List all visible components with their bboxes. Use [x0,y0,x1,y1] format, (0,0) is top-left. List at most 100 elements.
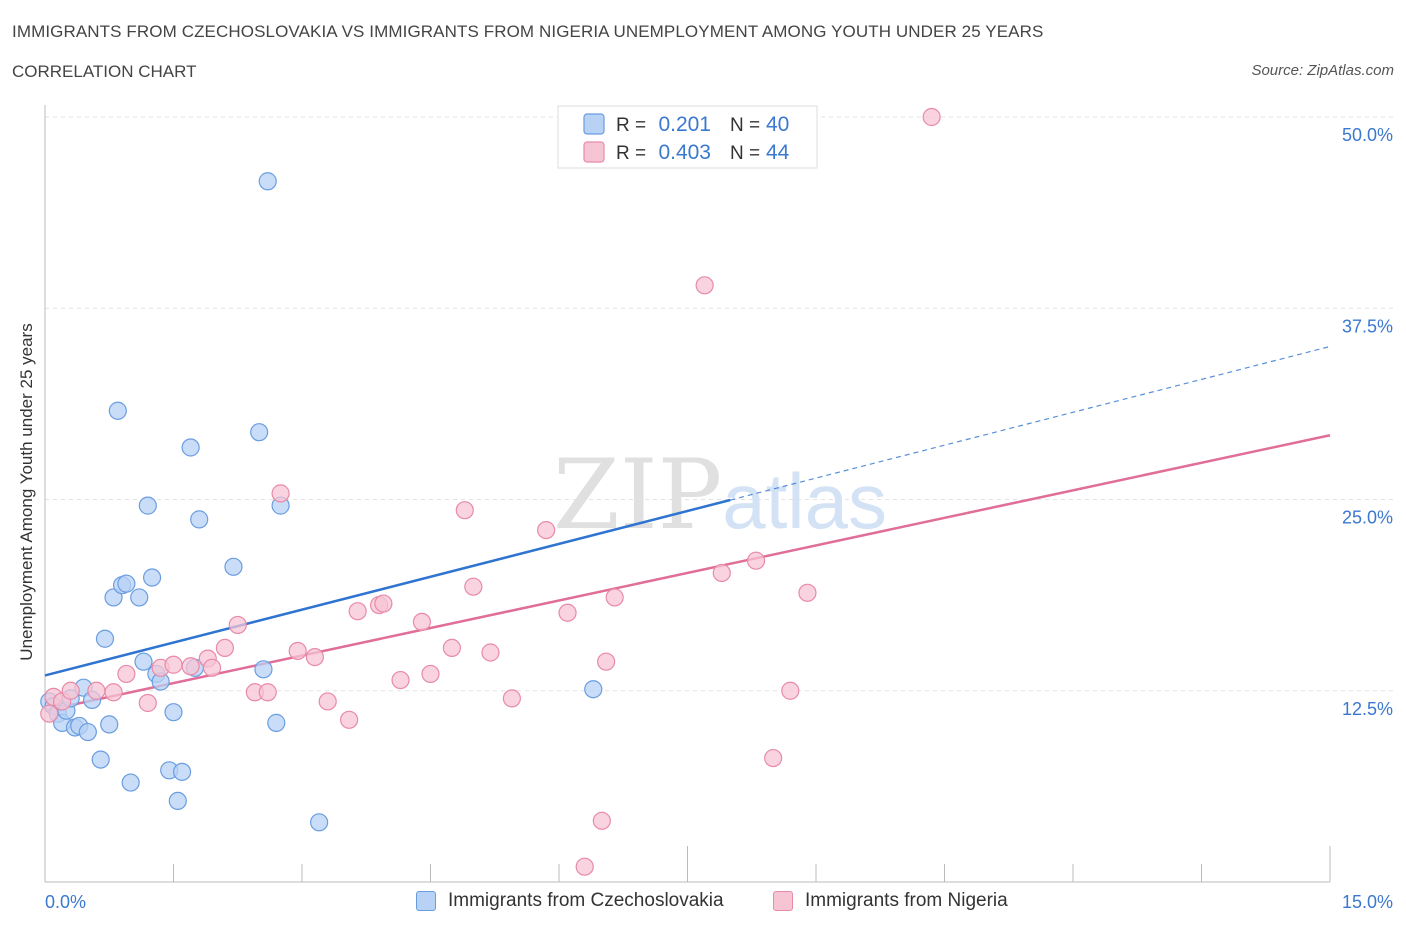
axes [44,105,1331,883]
point-nigeria-21 [340,710,359,729]
chart-subtitle: CORRELATION CHART [12,62,197,81]
watermark-atlas: atlas [722,457,887,545]
point-nigeria-30 [464,577,483,596]
point-nigeria-33 [537,520,556,540]
point-nigeria-27 [421,664,440,684]
y-tick-label-0: 12.5% [1342,699,1393,719]
point-nigeria-19 [305,647,324,667]
point-nigeria-14 [228,615,247,635]
point-nigeria-16 [258,683,277,702]
stats-legend: R = 0.201 N = 40 R = 0.403 N = 44 [557,105,818,169]
legend-item-czechoslovakia[interactable]: Immigrants from Czechoslovakia [416,890,724,912]
point-nigeria-31 [481,643,500,662]
point-nigeria-43 [781,681,800,700]
stats-swatch-czechoslovakia [583,113,605,135]
legend-swatch-czechoslovakia [416,891,436,911]
point-czechoslovakia-10 [78,722,97,742]
point-nigeria-37 [597,652,616,671]
point-czechoslovakia-20 [134,652,153,671]
point-czechoslovakia-13 [100,715,119,734]
point-czechoslovakia-32 [224,557,243,576]
stats-n-label-nigeria: N = [730,143,760,164]
point-czechoslovakia-31 [190,510,209,529]
point-nigeria-40 [712,563,731,583]
point-nigeria-29 [455,501,474,520]
point-nigeria-6 [117,664,136,684]
y-tick-label-3: 50.0% [1342,125,1393,145]
stats-r-label-nigeria: R = [616,143,646,164]
point-czechoslovakia-11 [91,750,110,769]
point-nigeria-20 [318,692,337,711]
point-nigeria-45 [922,107,941,127]
tick-labels: 12.5% 25.0% 37.5% 50.0% 0.0% 15.0% [45,125,1393,912]
point-czechoslovakia-38 [310,813,329,832]
point-nigeria-9 [164,655,183,674]
point-czechoslovakia-39 [584,680,603,699]
point-nigeria-35 [592,811,611,830]
point-nigeria-7 [138,693,157,713]
source-credit: Source: ZipAtlas.com [1251,62,1394,79]
point-nigeria-22 [348,602,367,621]
stats-n-value-nigeria: 44 [766,141,790,164]
point-nigeria-38 [605,588,624,607]
trend-line-czechoslovakia [44,498,731,677]
point-nigeria-26 [412,612,432,632]
bottom-legend: Immigrants from Czechoslovakia Immigrant… [0,890,1406,916]
point-nigeria-42 [764,748,783,768]
point-nigeria-39 [695,276,714,295]
point-nigeria-32 [502,689,521,708]
point-nigeria-5 [104,683,123,702]
point-nigeria-10 [181,657,200,676]
point-czechoslovakia-30 [181,438,200,457]
point-nigeria-25 [391,670,410,690]
point-czechoslovakia-33 [250,423,269,442]
point-czechoslovakia-27 [168,791,187,811]
stats-r-value-nigeria: 0.403 [658,141,711,164]
point-nigeria-0 [40,704,59,723]
grid-lines [45,116,1395,692]
trend-line-czechoslovakia-extension [730,345,1331,501]
point-nigeria-17 [271,484,290,503]
point-czechoslovakia-22 [142,568,162,587]
chart-title: IMMIGRANTS FROM CZECHOSLOVAKIA VS IMMIGR… [12,22,1044,41]
legend-label-czechoslovakia: Immigrants from Czechoslovakia [448,890,724,911]
y-tick-label-1: 25.0% [1342,508,1393,528]
point-czechoslovakia-12 [95,629,115,648]
legend-swatch-nigeria [773,891,793,911]
y-tick-label-2: 37.5% [1342,316,1393,336]
point-czechoslovakia-36 [267,713,286,732]
stats-swatch-nigeria [583,141,605,163]
point-nigeria-36 [575,857,594,876]
point-nigeria-4 [87,681,106,700]
point-nigeria-3 [61,681,80,700]
point-nigeria-18 [288,641,307,661]
legend-label-nigeria: Immigrants from Nigeria [805,890,1008,911]
watermark-zip: ZIP [553,439,722,551]
x-tick-label-0: 0.0% [45,892,86,912]
x-tick-label-1: 15.0% [1342,892,1393,912]
point-czechoslovakia-15 [108,401,127,420]
point-nigeria-41 [746,551,766,570]
stats-r-value-czechoslovakia: 0.201 [658,113,711,136]
legend-item-nigeria[interactable]: Immigrants from Nigeria [773,890,1008,912]
point-czechoslovakia-34 [254,660,273,679]
point-nigeria-24 [374,594,393,613]
stats-n-value-czechoslovakia: 40 [766,113,789,136]
point-nigeria-12 [202,658,222,677]
point-czechoslovakia-35 [258,172,277,191]
point-czechoslovakia-21 [138,496,157,515]
point-czechoslovakia-17 [117,574,136,593]
point-nigeria-34 [558,603,577,622]
data-points [40,107,941,876]
point-nigeria-13 [215,638,234,658]
point-czechoslovakia-18 [121,773,140,792]
point-czechoslovakia-19 [130,588,149,607]
point-nigeria-28 [442,638,462,658]
stats-n-label-czechoslovakia: N = [730,115,760,136]
stats-r-label-czechoslovakia: R = [616,115,646,136]
point-czechoslovakia-28 [172,762,192,781]
point-czechoslovakia-26 [164,703,183,722]
point-nigeria-44 [798,583,817,602]
watermark: ZIPatlas [553,439,887,551]
